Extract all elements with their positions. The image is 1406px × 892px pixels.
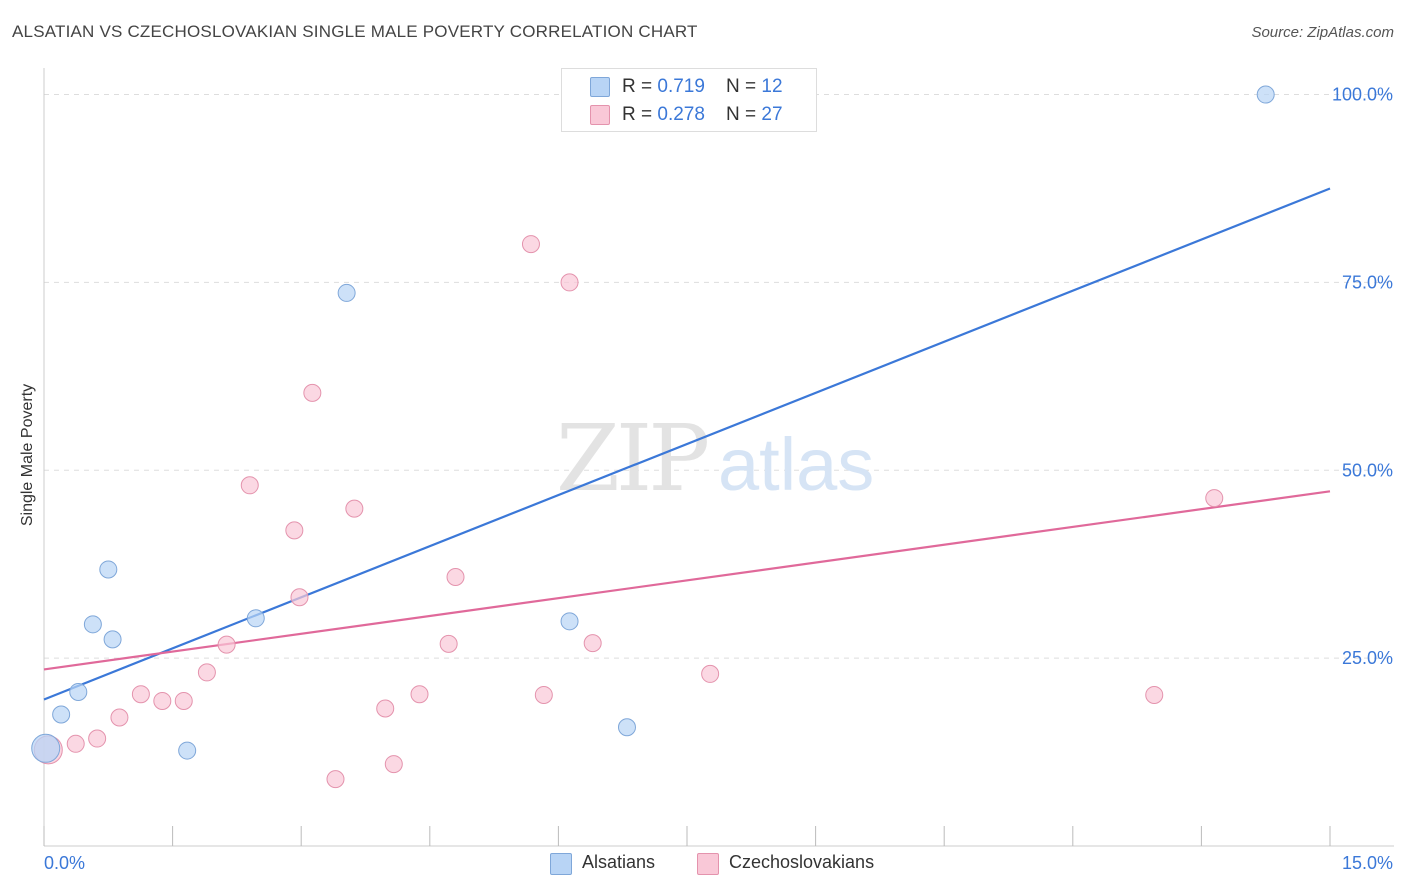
point-czechoslovakians bbox=[131, 685, 150, 704]
point-czechoslovakians bbox=[88, 729, 107, 748]
point-czechoslovakians bbox=[1205, 489, 1224, 508]
point-alsatians bbox=[617, 718, 636, 737]
chart-title: ALSATIAN VS CZECHOSLOVAKIAN SINGLE MALE … bbox=[12, 22, 698, 41]
y-tick-label: 50.0% bbox=[1342, 460, 1393, 480]
point-alsatians bbox=[560, 612, 579, 631]
point-czechoslovakians bbox=[66, 734, 85, 753]
legend-n-label: N = bbox=[726, 104, 762, 125]
point-czechoslovakians bbox=[560, 273, 579, 292]
point-czechoslovakians bbox=[701, 664, 720, 683]
grid-lines bbox=[44, 94, 1394, 659]
bottom-legend-swatch-czechoslovakians bbox=[697, 853, 719, 875]
y-tick-label: 100.0% bbox=[1332, 85, 1393, 105]
point-alsatians bbox=[52, 705, 71, 724]
point-czechoslovakians bbox=[197, 663, 216, 682]
point-alsatians bbox=[31, 733, 61, 763]
watermark-atlas: atlas bbox=[718, 423, 874, 506]
bottom-legend-label-czechoslovakians: Czechoslovakians bbox=[729, 852, 875, 872]
point-alsatians bbox=[246, 609, 265, 628]
point-czechoslovakians bbox=[326, 770, 345, 789]
legend-n-value-alsatians: 12 bbox=[761, 76, 783, 97]
point-czechoslovakians bbox=[410, 685, 429, 704]
point-czechoslovakians bbox=[1145, 685, 1164, 704]
point-czechoslovakians bbox=[446, 567, 465, 586]
point-czechoslovakians bbox=[153, 691, 172, 710]
point-czechoslovakians bbox=[345, 499, 364, 518]
point-alsatians bbox=[337, 283, 356, 302]
point-czechoslovakians bbox=[240, 476, 259, 495]
point-czechoslovakians bbox=[534, 685, 553, 704]
y-tick-label: 25.0% bbox=[1342, 648, 1393, 668]
legend-n-label: N = bbox=[726, 76, 762, 97]
x-tick-label-max: 15.0% bbox=[1342, 853, 1393, 873]
x-tick-label-min: 0.0% bbox=[44, 853, 85, 873]
tick-labels: 25.0% 50.0% 75.0% 100.0% 0.0% 15.0% bbox=[44, 85, 1393, 873]
point-czechoslovakians bbox=[521, 235, 540, 254]
legend-r-label: R = bbox=[622, 76, 658, 97]
point-czechoslovakians bbox=[290, 588, 309, 607]
trend-line-czechoslovakians bbox=[43, 490, 1331, 671]
point-alsatians bbox=[83, 615, 102, 634]
y-tick-label: 75.0% bbox=[1342, 272, 1393, 292]
trend-lines bbox=[43, 187, 1331, 701]
data-points bbox=[31, 85, 1275, 789]
trend-line-alsatians bbox=[43, 187, 1331, 701]
point-czechoslovakians bbox=[285, 521, 304, 540]
point-alsatians bbox=[103, 630, 122, 649]
point-czechoslovakians bbox=[217, 635, 236, 654]
bottom-legend-label-alsatians: Alsatians bbox=[582, 852, 656, 872]
legend-r-value-alsatians: 0.719 bbox=[657, 76, 705, 97]
point-czechoslovakians bbox=[110, 708, 129, 727]
axes bbox=[43, 68, 1394, 847]
legend-swatch-alsatians bbox=[590, 77, 610, 97]
bottom-legend-swatch-alsatians bbox=[550, 853, 572, 875]
point-alsatians bbox=[69, 682, 88, 701]
legend-swatch-czechoslovakians bbox=[590, 105, 610, 125]
watermark-zip: ZIP bbox=[556, 405, 707, 512]
point-czechoslovakians bbox=[439, 634, 458, 653]
legend-n-value-czechoslovakians: 27 bbox=[761, 104, 783, 125]
legend-r-value-czechoslovakians: 0.278 bbox=[657, 104, 705, 125]
correlation-legend: R = 0.719 N = 12 R = 0.278 N = 27 bbox=[561, 68, 817, 132]
point-alsatians bbox=[178, 741, 197, 760]
legend-r-label: R = bbox=[622, 104, 658, 125]
point-alsatians bbox=[1256, 85, 1275, 104]
point-czechoslovakians bbox=[303, 383, 322, 402]
point-czechoslovakians bbox=[583, 634, 602, 653]
point-czechoslovakians bbox=[384, 755, 403, 774]
point-alsatians bbox=[99, 560, 118, 579]
watermark: ZIP atlas bbox=[556, 405, 874, 512]
point-czechoslovakians bbox=[376, 699, 395, 718]
point-czechoslovakians bbox=[174, 691, 193, 710]
source-label: Source: ZipAtlas.com bbox=[1251, 24, 1394, 41]
